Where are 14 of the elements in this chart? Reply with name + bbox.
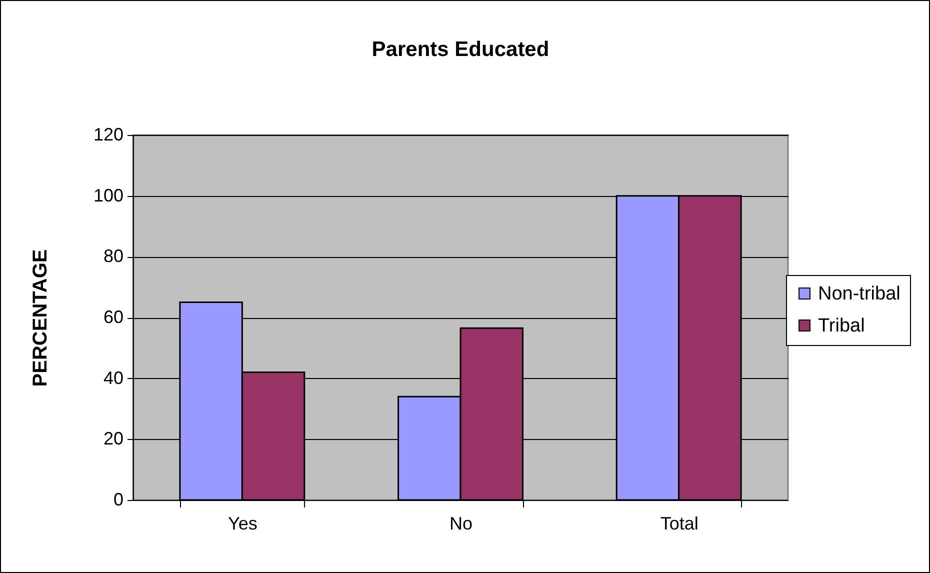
x-tick-label: No [449,514,473,534]
x-tick-label: Yes [228,514,258,534]
y-tick-label: 40 [103,368,124,388]
legend-label: Tribal [818,316,865,336]
y-tick-label: 0 [113,490,124,510]
y-tick-label: 100 [93,185,124,206]
y-tick-label: 80 [103,246,124,266]
chart-title: Parents Educated [372,38,550,61]
y-tick-label: 20 [103,428,124,449]
y-tick-label: 60 [103,307,124,327]
x-tick-label: Total [660,514,698,534]
y-tick-label: 120 [93,124,124,144]
y-axis-title: PERCENTAGE [30,249,52,387]
legend-label: Non-tribal [818,284,900,304]
